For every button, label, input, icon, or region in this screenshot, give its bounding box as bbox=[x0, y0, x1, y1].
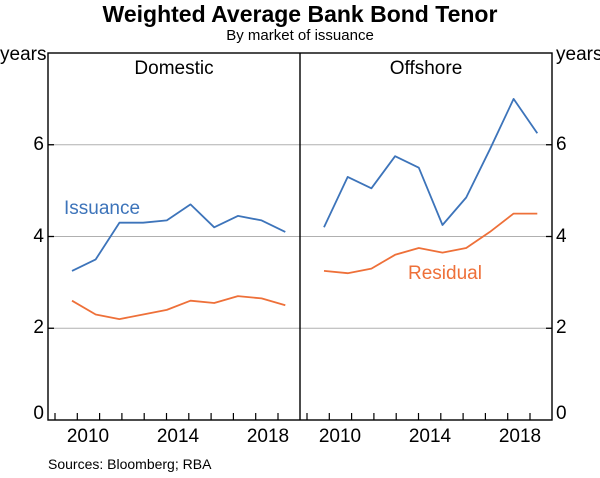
series-label-residual: Residual bbox=[408, 263, 482, 284]
y-axis-tick-label: 4 bbox=[556, 225, 567, 247]
series-line-residual-domestic bbox=[71, 295, 286, 321]
y-axis-tick-label: 2 bbox=[33, 317, 44, 339]
panel-title-domestic: Domestic bbox=[134, 58, 214, 79]
series-line-issuance-offshore bbox=[323, 98, 539, 228]
x-axis-tick-label: 2018 bbox=[498, 426, 542, 447]
y-axis-unit-left: years bbox=[0, 44, 47, 65]
x-axis-tick-label: 2018 bbox=[246, 426, 290, 447]
y-axis-tick-label: 0 bbox=[33, 403, 44, 424]
sources-note: Sources: Bloomberg; RBA bbox=[48, 456, 212, 472]
y-axis-tick-label: 4 bbox=[33, 225, 44, 247]
series-line-issuance-domestic bbox=[71, 203, 286, 272]
y-axis-tick-label: 6 bbox=[556, 133, 567, 155]
panel-title-offshore: Offshore bbox=[389, 58, 463, 79]
series-label-issuance: Issuance bbox=[64, 198, 141, 219]
chart-subtitle: By market of issuance bbox=[226, 27, 374, 44]
y-axis-unit-right: years bbox=[556, 44, 600, 65]
x-axis-tick-label: 2014 bbox=[156, 426, 200, 447]
chart-title: Weighted Average Bank Bond Tenor bbox=[102, 1, 498, 27]
x-axis-tick-label: 2010 bbox=[318, 426, 362, 447]
y-axis-tick-label: 6 bbox=[33, 133, 44, 155]
series-line-residual-offshore bbox=[323, 212, 538, 275]
x-axis-tick-label: 2010 bbox=[66, 426, 110, 447]
x-axis-tick-label: 2014 bbox=[408, 426, 452, 447]
y-axis-tick-label: 0 bbox=[556, 403, 567, 424]
y-axis-tick-label: 2 bbox=[556, 317, 567, 339]
